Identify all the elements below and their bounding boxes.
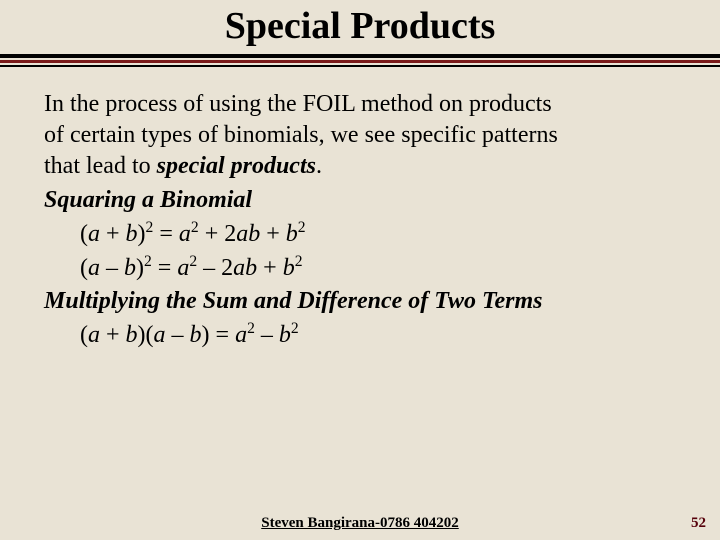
formula-square-plus: (a + b)2 = a2 + 2ab + b2 <box>44 218 676 250</box>
intro-line1: In the process of using the FOIL method … <box>44 91 552 117</box>
f1-op1: + <box>100 221 126 247</box>
title-bar: Special Products <box>0 0 720 54</box>
f1-t3: b <box>286 221 298 247</box>
f2-op3: + <box>257 255 283 281</box>
heading-sumdiff: Multiplying the Sum and Difference of Tw… <box>44 286 676 317</box>
f3-t2: b <box>279 322 291 348</box>
f1-close: ) <box>138 221 146 247</box>
f2-t2: ab <box>233 255 257 281</box>
rule-accent <box>0 60 720 63</box>
f3-p2-a: a <box>154 322 166 348</box>
heading-squaring: Squaring a Binomial <box>44 185 676 216</box>
f1-t1: a <box>179 221 191 247</box>
title-rules <box>0 54 720 67</box>
f3-p1-a: a <box>88 322 100 348</box>
f1-t1-exp: 2 <box>191 219 199 236</box>
f2-eq: = <box>152 255 178 281</box>
f3-p1-open: ( <box>80 322 88 348</box>
f3-p1-op: + <box>100 322 126 348</box>
formula-square-minus: (a – b)2 = a2 – 2ab + b2 <box>44 252 676 284</box>
f3-p2-open: ( <box>146 322 154 348</box>
f3-p1-close: ) <box>138 322 146 348</box>
f1-open: ( <box>80 221 88 247</box>
f1-a: a <box>88 221 100 247</box>
f3-t1: a <box>235 322 247 348</box>
f3-p2-op: – <box>166 322 190 348</box>
f1-op3: + <box>260 221 286 247</box>
f3-p2-b: b <box>190 322 202 348</box>
f3-p1-b: b <box>126 322 138 348</box>
page-title: Special Products <box>225 5 496 47</box>
f2-t1: a <box>177 255 189 281</box>
intro-emphasis: special products <box>157 153 316 179</box>
f3-t2-exp: 2 <box>291 320 299 337</box>
f3-op: – <box>255 322 279 348</box>
formula-sumdiff: (a + b)(a – b) = a2 – b2 <box>44 319 676 351</box>
f2-open: ( <box>80 255 88 281</box>
f2-close: ) <box>136 255 144 281</box>
f1-b: b <box>126 221 138 247</box>
rule-top <box>0 54 720 58</box>
intro-paragraph: In the process of using the FOIL method … <box>44 89 676 183</box>
f2-t1-exp: 2 <box>189 253 197 270</box>
f2-lhs-exp: 2 <box>144 253 152 270</box>
f1-t2: ab <box>236 221 260 247</box>
f1-op2: + 2 <box>199 221 237 247</box>
page-number: 52 <box>691 515 706 532</box>
footer-author: Steven Bangirana-0786 404202 <box>0 515 720 532</box>
f2-op2: – 2 <box>197 255 233 281</box>
intro-line3-prefix: that lead to <box>44 153 157 179</box>
slide-content: In the process of using the FOIL method … <box>0 67 720 352</box>
f2-t3-exp: 2 <box>295 253 303 270</box>
f2-op1: – <box>100 255 124 281</box>
f2-a: a <box>88 255 100 281</box>
f3-t1-exp: 2 <box>247 320 255 337</box>
intro-line2: of certain types of binomials, we see sp… <box>44 122 558 148</box>
f1-t3-exp: 2 <box>298 219 306 236</box>
f3-p2-close: ) <box>202 322 210 348</box>
f3-eq: = <box>210 322 236 348</box>
f2-t3: b <box>283 255 295 281</box>
f1-eq: = <box>153 221 179 247</box>
f2-b: b <box>124 255 136 281</box>
intro-line3-suffix: . <box>316 153 322 179</box>
